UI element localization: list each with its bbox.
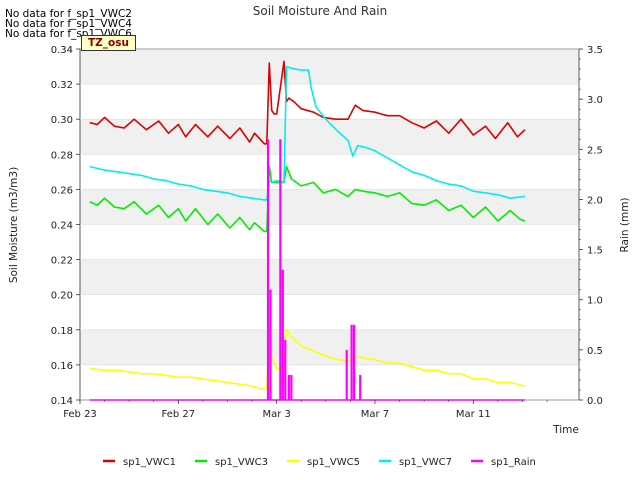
- chart-title: Soil Moisture And Rain: [253, 4, 388, 18]
- plot-band: [80, 259, 579, 295]
- no-data-note: No data for f_sp1_VWC6: [5, 28, 132, 40]
- series-line-sp1_VWC5: [89, 323, 526, 391]
- y2-tick-label: 1.0: [587, 296, 603, 307]
- y-tick-label: 0.14: [51, 396, 73, 407]
- y2-tick-label: 2.5: [587, 145, 603, 156]
- y2-tick-label: 0.0: [587, 396, 603, 407]
- x-tick-label: Feb 27: [162, 409, 196, 420]
- x-tick-label: Mar 7: [361, 409, 389, 420]
- series-layer: [89, 60, 526, 401]
- x-tick-label: Feb 23: [63, 409, 97, 420]
- y-tick-label: 0.28: [51, 150, 73, 161]
- legend-label: sp1_VWC5: [307, 457, 360, 468]
- left-axis-ticks: 0.14 0.16 0.18 0.20 0.22 0.24 0.26 0.28 0.30 0.32…: [51, 45, 80, 407]
- site-label-badge: TZ_osu: [81, 35, 136, 51]
- right-axis-ticks: 0.0 0.5 1.0 1.5 2.0 2.5 3.0 3.5: [579, 45, 603, 407]
- y-tick-label: 0.16: [51, 361, 73, 372]
- y2-tick-label: 0.5: [587, 346, 603, 357]
- y-tick-label: 0.30: [51, 115, 73, 126]
- x-tick-label: Mar 11: [456, 409, 491, 420]
- series-line-sp1_VWC7: [89, 65, 525, 201]
- legend-label: sp1_VWC1: [123, 457, 176, 468]
- series-line-sp1_VWC1: [89, 60, 526, 145]
- no-data-note: No data for f_sp1_VWC4: [5, 18, 132, 30]
- x-axis-ticks: Feb 23 Feb 27 Mar 3 Mar 7 Mar 11: [63, 400, 548, 420]
- y-tick-label: 0.24: [51, 221, 73, 232]
- x-axis-label: Time: [552, 424, 579, 436]
- y-tick-label: 0.22: [51, 256, 73, 267]
- legend: sp1_VWC1 sp1_VWC3 sp1_VWC5 sp1_VWC7 sp1_Rain: [103, 457, 536, 468]
- y-tick-label: 0.18: [51, 326, 73, 337]
- y2-axis-label: Rain (mm): [619, 197, 631, 252]
- y2-tick-label: 3.5: [587, 45, 603, 56]
- legend-label: sp1_VWC7: [399, 457, 452, 468]
- legend-label: sp1_VWC3: [215, 457, 268, 468]
- plot-band: [80, 329, 579, 365]
- plot-band: [80, 84, 579, 120]
- plot-band: [80, 189, 579, 225]
- no-data-note: No data for f_sp1_VWC2: [5, 8, 132, 20]
- y2-tick-label: 2.0: [587, 195, 603, 206]
- y2-tick-label: 1.5: [587, 246, 603, 257]
- y-tick-label: 0.34: [51, 45, 73, 56]
- y-tick-label: 0.32: [51, 80, 73, 91]
- plot-band: [80, 224, 579, 260]
- plot-band: [80, 154, 579, 190]
- x-tick-label: Mar 3: [262, 409, 290, 420]
- legend-label: sp1_Rain: [491, 457, 536, 468]
- y-tick-label: 0.26: [51, 185, 73, 196]
- plot-band: [80, 49, 579, 85]
- y2-tick-label: 3.0: [587, 95, 603, 106]
- y-axis-label: Soil Moisture (m3/m3): [8, 167, 20, 283]
- y-tick-label: 0.20: [51, 291, 73, 302]
- plot-background-bands: [80, 49, 579, 400]
- plot-band: [80, 294, 579, 330]
